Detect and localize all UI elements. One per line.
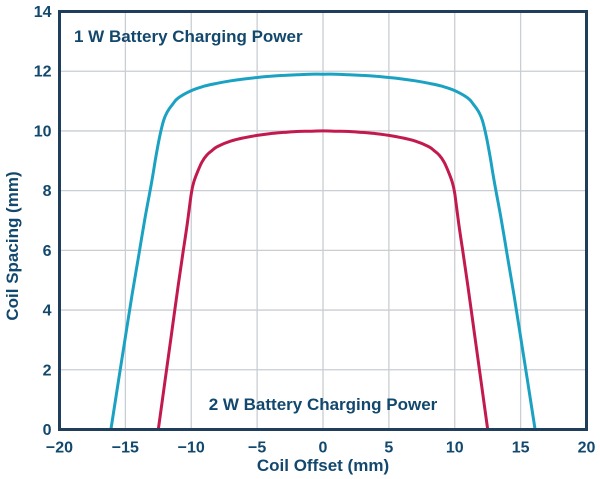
y-tick-label: 0 — [43, 422, 52, 439]
series-curve-1w — [109, 72, 537, 431]
x-tick-label: −5 — [248, 440, 266, 457]
y-tick-label: 12 — [34, 64, 52, 81]
x-tick-label: −15 — [112, 440, 139, 457]
y-axis-title: Coil Spacing (mm) — [2, 171, 22, 321]
x-tick-label: −20 — [46, 440, 73, 457]
x-tick-label: 20 — [578, 440, 596, 457]
y-tick-label: 14 — [34, 4, 52, 21]
plot-border — [58, 10, 588, 431]
x-tick-label: 10 — [446, 440, 464, 457]
y-tick-label: 2 — [43, 362, 52, 379]
series-label-2w: 2 W Battery Charging Power — [208, 395, 438, 414]
y-tick-label: 10 — [34, 123, 52, 140]
x-tick-label: 5 — [384, 440, 393, 457]
series-label-1w: 1 W Battery Charging Power — [74, 27, 303, 46]
series-curve-2w — [156, 129, 490, 431]
y-tick-label: 6 — [43, 243, 52, 260]
x-tick-label: −10 — [178, 440, 205, 457]
x-axis-title: Coil Offset (mm) — [256, 456, 390, 475]
x-tick-label: 0 — [319, 440, 328, 457]
y-tick-label: 8 — [43, 183, 52, 200]
y-tick-label: 4 — [43, 303, 52, 320]
x-tick-label: 15 — [512, 440, 530, 457]
